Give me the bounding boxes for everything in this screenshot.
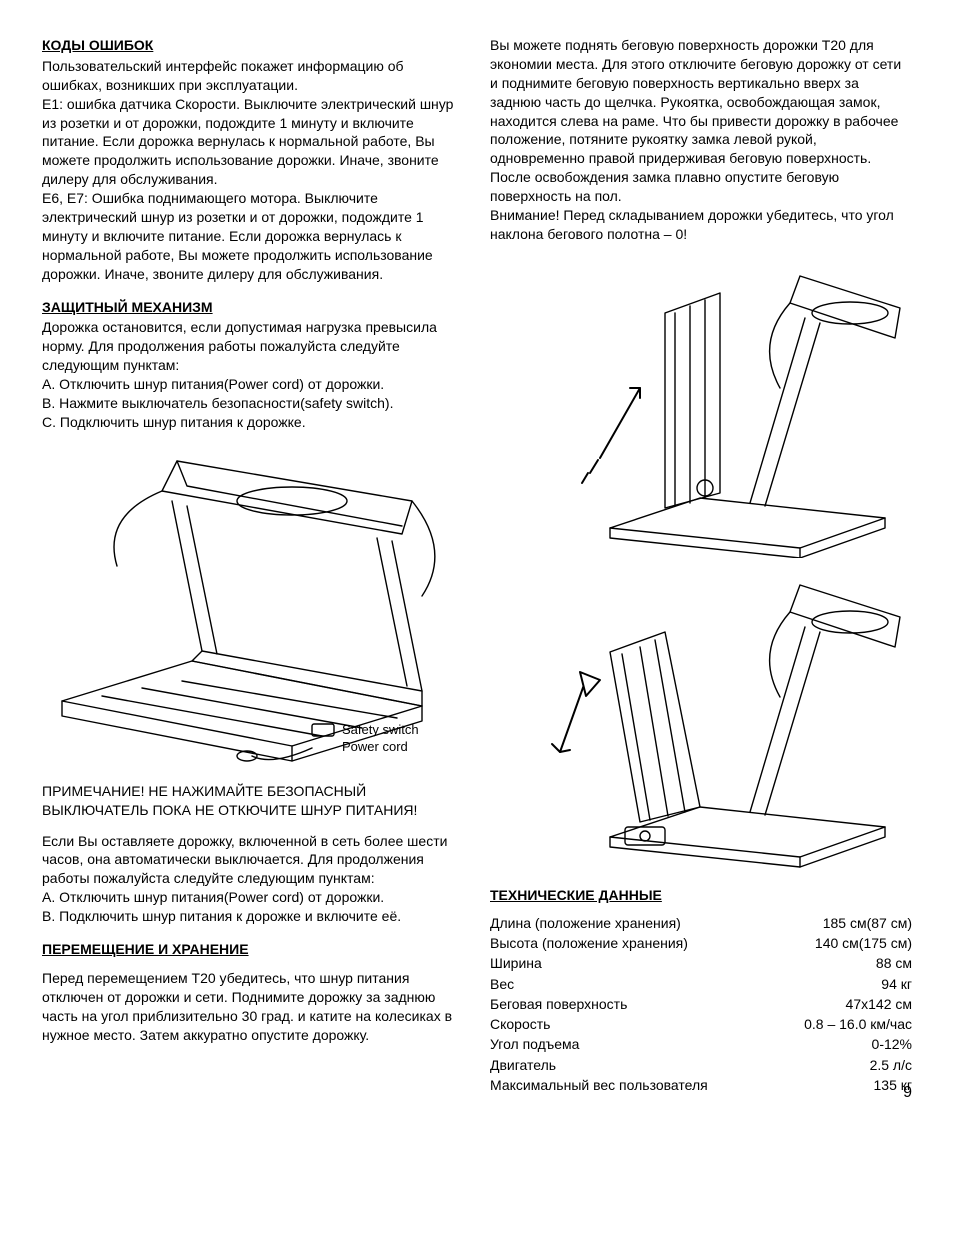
spec-label: Двигатель <box>490 1055 858 1075</box>
spec-value: 88 см <box>864 953 912 973</box>
spec-label: Скорость <box>490 1014 792 1034</box>
spec-row: Скорость0.8 – 16.0 км/час <box>490 1014 912 1034</box>
heading-error-codes: КОДЫ ОШИБОК <box>42 36 464 55</box>
spec-row: Беговая поверхность47x142 см <box>490 994 912 1014</box>
spec-value: 0.8 – 16.0 км/час <box>792 1014 912 1034</box>
spec-row: Вес94 кг <box>490 974 912 994</box>
figure-treadmill-unfolded: Safety switch Power cord <box>42 446 464 776</box>
heading-safety-mechanism: ЗАЩИТНЫЙ МЕХАНИЗМ <box>42 298 464 317</box>
spec-row: Двигатель2.5 л/с <box>490 1055 912 1075</box>
spec-row: Длина (положение хранения)185 см(87 см) <box>490 913 912 933</box>
spec-row: Максимальный вес пользователя135 кг <box>490 1075 912 1095</box>
label-power-cord: Power cord <box>342 739 408 754</box>
para-folding: Вы можете поднять беговую поверхность до… <box>490 36 912 244</box>
spec-label: Беговая поверхность <box>490 994 834 1014</box>
spec-value: 0-12% <box>860 1034 912 1054</box>
right-column: Вы можете поднять беговую поверхность до… <box>490 36 912 1095</box>
para-moving-storage: Перед перемещением T20 убедитесь, что шн… <box>42 969 464 1045</box>
spec-label: Ширина <box>490 953 864 973</box>
spec-label: Угол подъема <box>490 1034 860 1054</box>
spec-value: 94 кг <box>869 974 912 994</box>
heading-moving-storage: ПЕРЕМЕЩЕНИЕ И ХРАНЕНИЕ <box>42 940 464 959</box>
page-content: КОДЫ ОШИБОК Пользовательский интерфейс п… <box>42 36 912 1095</box>
page-number: 9 <box>903 1082 912 1104</box>
para-error-codes: Пользовательский интерфейс покажет инфор… <box>42 57 464 284</box>
left-column: КОДЫ ОШИБОК Пользовательский интерфейс п… <box>42 36 464 1095</box>
spec-value: 2.5 л/с <box>858 1055 912 1075</box>
spec-row: Угол подъема0-12% <box>490 1034 912 1054</box>
spec-row: Ширина88 см <box>490 953 912 973</box>
spec-label: Вес <box>490 974 869 994</box>
para-warning: ПРИМЕЧАНИЕ! НЕ НАЖИМАЙТЕ БЕЗОПАСНЫЙ ВЫКЛ… <box>42 782 464 820</box>
spec-label: Максимальный вес пользователя <box>490 1075 862 1095</box>
heading-tech-specs: ТЕХНИЧЕСКИЕ ДАННЫЕ <box>490 886 912 905</box>
figure-treadmill-folding-down <box>490 572 912 872</box>
spec-value: 185 см(87 см) <box>811 913 912 933</box>
spec-table: Длина (положение хранения)185 см(87 см)В… <box>490 913 912 1096</box>
figure-treadmill-folding-up <box>490 258 912 558</box>
label-safety-switch: Safety switch <box>342 722 419 737</box>
para-safety-mechanism: Дорожка остановится, если допустимая наг… <box>42 318 464 431</box>
spec-label: Длина (положение хранения) <box>490 913 811 933</box>
spec-row: Высота (положение хранения)140 см(175 см… <box>490 933 912 953</box>
spec-label: Высота (положение хранения) <box>490 933 803 953</box>
spec-value: 47x142 см <box>834 994 912 1014</box>
para-auto-off: Если Вы оставляете дорожку, включенной в… <box>42 832 464 926</box>
spec-value: 140 см(175 см) <box>803 933 912 953</box>
